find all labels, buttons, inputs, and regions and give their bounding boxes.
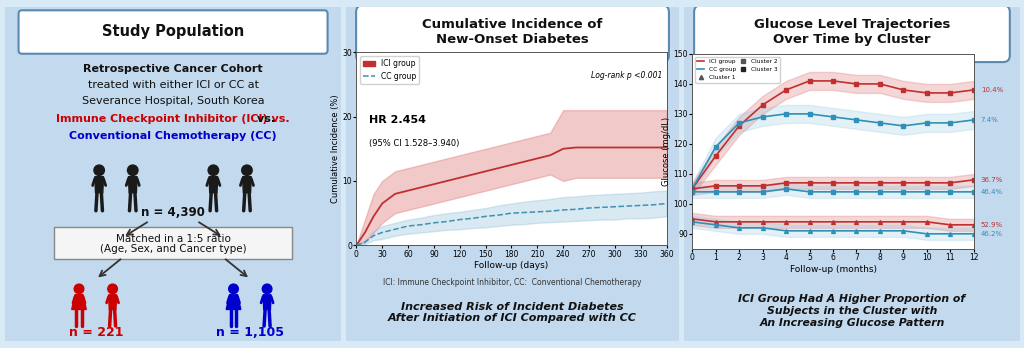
Y-axis label: Cumulative Incidence (%): Cumulative Incidence (%) [331,94,340,203]
Polygon shape [226,295,241,309]
Legend: ICI group, CC group, Cluster 1, Cluster 2, Cluster 3: ICI group, CC group, Cluster 1, Cluster … [695,57,780,82]
Text: ICI Group Had A Higher Proportion of
Subjects in the Cluster with
An Increasing : ICI Group Had A Higher Proportion of Sub… [738,294,966,327]
Text: ICI: Immune Checkpoint Inhibitor, CC:  Conventional Chemotherapy: ICI: Immune Checkpoint Inhibitor, CC: Co… [383,278,642,287]
Polygon shape [128,177,137,193]
Text: Log-rank p <0.001: Log-rank p <0.001 [591,71,663,80]
Circle shape [208,165,218,175]
Text: 46.4%: 46.4% [981,189,1002,195]
FancyBboxPatch shape [356,5,669,62]
Text: n = 4,390: n = 4,390 [141,206,205,219]
Text: Study Population: Study Population [102,24,244,39]
Circle shape [108,284,118,294]
Text: n = 1,105: n = 1,105 [216,326,285,339]
Text: 52.9%: 52.9% [981,222,1002,228]
Circle shape [94,165,104,175]
Text: HR 2.454: HR 2.454 [370,115,426,125]
Y-axis label: Glucose (mg/dL): Glucose (mg/dL) [662,117,671,186]
X-axis label: Follow-up (days): Follow-up (days) [474,261,549,270]
Text: treated with either ICI or CC at: treated with either ICI or CC at [88,80,258,90]
Text: vs.: vs. [71,114,275,124]
Polygon shape [109,295,117,309]
FancyBboxPatch shape [54,228,292,259]
Text: 10.4%: 10.4% [981,87,1004,93]
Polygon shape [209,177,218,193]
Text: Increased Risk of Incident Diabetes
After Initiation of ICI Compared with CC: Increased Risk of Incident Diabetes Afte… [388,302,637,323]
Circle shape [262,284,272,294]
FancyBboxPatch shape [343,3,682,345]
FancyBboxPatch shape [18,10,328,54]
FancyBboxPatch shape [2,3,344,345]
Text: Severance Hospital, South Korea: Severance Hospital, South Korea [82,95,264,105]
Circle shape [242,165,252,175]
Circle shape [128,165,138,175]
Text: Matched in a 1:5 ratio: Matched in a 1:5 ratio [116,234,230,244]
Text: (Age, Sex, and Cancer type): (Age, Sex, and Cancer type) [99,244,247,254]
Text: 7.4%: 7.4% [981,117,998,123]
Circle shape [74,284,84,294]
X-axis label: Follow-up (months): Follow-up (months) [790,265,877,274]
Text: Retrospective Cancer Cohort: Retrospective Cancer Cohort [83,64,263,74]
Polygon shape [95,177,103,193]
Circle shape [228,284,239,294]
Text: Conventional Chemotherapy (CC): Conventional Chemotherapy (CC) [70,130,276,141]
Polygon shape [72,295,86,309]
Text: Glucose Level Trajectories
Over Time by Cluster: Glucose Level Trajectories Over Time by … [754,18,950,46]
Text: n = 221: n = 221 [69,326,123,339]
Text: Immune Checkpoint Inhibitor (ICI) vs.: Immune Checkpoint Inhibitor (ICI) vs. [56,114,290,124]
Legend: ICI group, CC group: ICI group, CC group [360,56,419,84]
Polygon shape [243,177,251,193]
Text: (95% CI 1.528–3.940): (95% CI 1.528–3.940) [370,139,460,148]
FancyBboxPatch shape [681,3,1023,345]
Polygon shape [263,295,271,309]
Text: Cumulative Incidence of
New-Onset Diabetes: Cumulative Incidence of New-Onset Diabet… [422,18,603,46]
Text: 36.7%: 36.7% [981,177,1004,183]
Text: 46.2%: 46.2% [981,231,1002,237]
FancyBboxPatch shape [694,5,1010,62]
